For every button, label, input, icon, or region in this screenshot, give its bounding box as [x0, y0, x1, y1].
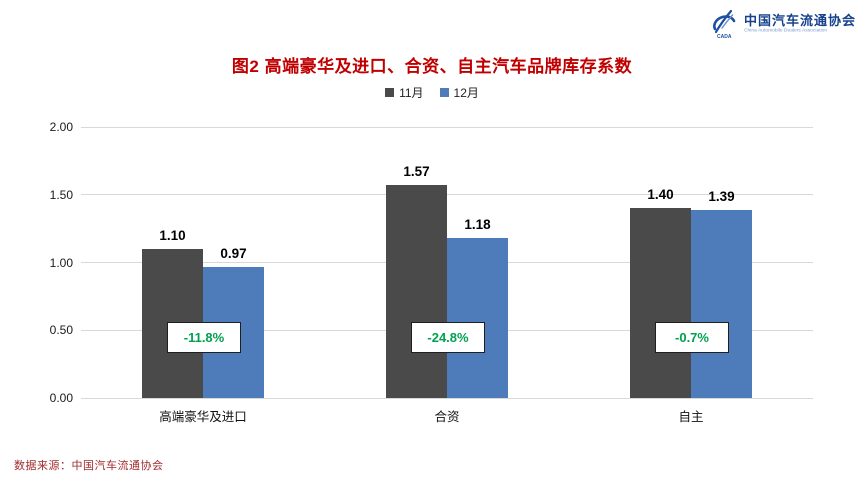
pct-change-badge: -11.8%	[167, 322, 241, 353]
data-source-note: 数据来源：中国汽车流通协会	[14, 460, 164, 472]
bar-value-label: 1.40	[647, 187, 674, 203]
y-axis-tick-label: 0.00	[49, 391, 73, 405]
gridline	[81, 397, 813, 399]
svg-text:CADA: CADA	[717, 34, 732, 40]
bar-11月-合资	[386, 185, 447, 398]
legend-item: 12月	[439, 84, 479, 101]
legend-label: 11月	[399, 86, 424, 100]
cada-logo: CADA 中国汽车流通协会 China Automobile Dealers A…	[708, 8, 856, 40]
bar-value-label: 0.97	[220, 245, 247, 261]
chart-legend: 11月 12月	[0, 84, 864, 101]
gridline	[81, 194, 813, 196]
x-axis-category-label: 高端豪华及进口	[159, 410, 247, 424]
gridline	[81, 126, 813, 128]
x-axis-category-label: 自主	[678, 410, 704, 424]
legend-label: 12月	[453, 86, 479, 100]
y-axis-tick-label: 1.50	[49, 187, 73, 202]
bar-value-label: 1.10	[159, 227, 186, 243]
cada-swoosh-icon: CADA	[713, 9, 736, 40]
bar-12月-合资	[447, 238, 508, 398]
y-axis-tick-label: 0.50	[49, 323, 73, 338]
pct-change-badge: -24.8%	[411, 322, 485, 353]
y-axis-tick-label: 1.00	[49, 255, 73, 270]
bar-value-label: 1.18	[464, 217, 491, 233]
y-axis-tick-label: 2.00	[49, 120, 73, 134]
bar-12月-自主	[691, 209, 752, 398]
bar-value-label: 1.57	[403, 164, 430, 180]
pct-change-badge: -0.7%	[655, 322, 729, 353]
legend-swatch	[385, 88, 395, 97]
org-name-en: China Automobile Dealers Association	[743, 27, 828, 33]
bar-11月-自主	[630, 208, 691, 398]
legend-item: 11月	[385, 84, 424, 101]
x-axis-category-label: 合资	[434, 410, 460, 424]
legend-swatch	[439, 88, 449, 97]
org-name-zh: 中国汽车流通协会	[743, 12, 856, 28]
bar-value-label: 1.39	[708, 188, 735, 204]
chart-title: 图2 高端豪华及进口、合资、自主汽车品牌库存系数	[231, 57, 633, 76]
